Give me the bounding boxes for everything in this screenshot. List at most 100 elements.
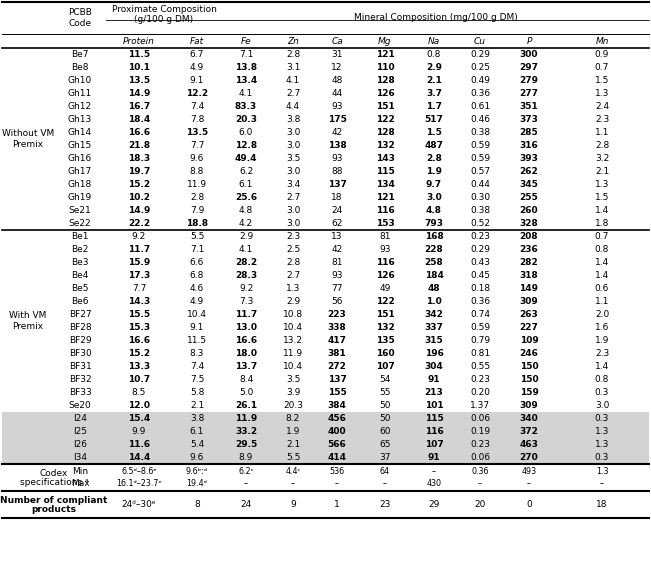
Text: 6.2ᶜ: 6.2ᶜ xyxy=(238,467,254,476)
Text: Max: Max xyxy=(71,479,89,488)
Text: 23: 23 xyxy=(380,500,391,509)
Text: Gh10: Gh10 xyxy=(68,76,92,85)
Text: 0.3: 0.3 xyxy=(595,414,609,423)
Text: Be5: Be5 xyxy=(71,284,89,293)
Text: 263: 263 xyxy=(519,310,538,319)
Text: 0.59: 0.59 xyxy=(470,141,490,150)
Text: 1.4: 1.4 xyxy=(595,206,609,215)
Text: 77: 77 xyxy=(331,284,342,293)
Text: 0.9: 0.9 xyxy=(595,50,609,59)
Text: 0.74: 0.74 xyxy=(470,310,490,319)
Text: 304: 304 xyxy=(424,362,443,371)
Text: 0.59: 0.59 xyxy=(470,323,490,332)
Text: 0.81: 0.81 xyxy=(470,349,490,358)
Text: 0.55: 0.55 xyxy=(470,362,490,371)
Text: 0.8: 0.8 xyxy=(595,245,609,254)
Text: BF31: BF31 xyxy=(68,362,91,371)
Text: 49.4: 49.4 xyxy=(235,154,257,163)
Text: Mg: Mg xyxy=(378,37,392,45)
Text: 101: 101 xyxy=(424,401,443,410)
Text: –: – xyxy=(478,479,482,488)
Text: 13.4: 13.4 xyxy=(235,76,257,85)
Text: 3.8: 3.8 xyxy=(286,115,300,124)
Text: 126: 126 xyxy=(376,271,395,280)
Text: 196: 196 xyxy=(424,349,443,358)
Text: 13: 13 xyxy=(331,232,342,241)
Text: 122: 122 xyxy=(376,115,395,124)
Text: 3.5: 3.5 xyxy=(286,154,300,163)
Text: 2.7: 2.7 xyxy=(286,271,300,280)
Text: 4.8: 4.8 xyxy=(239,206,253,215)
Text: 13.3: 13.3 xyxy=(128,362,150,371)
Text: 7.5: 7.5 xyxy=(190,375,204,384)
Text: 0.7: 0.7 xyxy=(595,63,609,72)
Text: 56: 56 xyxy=(331,297,342,306)
Text: 11.5: 11.5 xyxy=(128,50,150,59)
Text: 126: 126 xyxy=(376,89,395,98)
Text: 9.6: 9.6 xyxy=(190,154,204,163)
Text: 2.9: 2.9 xyxy=(286,297,300,306)
Text: 463: 463 xyxy=(519,440,538,449)
Text: 0.23: 0.23 xyxy=(470,232,490,241)
Text: 24: 24 xyxy=(331,206,342,215)
Text: 24ᵈ–30ᵉ: 24ᵈ–30ᵉ xyxy=(122,500,156,509)
Text: 62: 62 xyxy=(331,219,342,228)
Text: 3.9: 3.9 xyxy=(286,388,300,397)
Text: 260: 260 xyxy=(519,206,538,215)
Text: 1.6: 1.6 xyxy=(595,323,609,332)
Text: 4.9: 4.9 xyxy=(190,297,204,306)
Text: 14.9: 14.9 xyxy=(128,89,150,98)
Text: 134: 134 xyxy=(376,180,395,189)
Text: 1.3: 1.3 xyxy=(595,180,609,189)
Text: 0: 0 xyxy=(526,500,532,509)
Text: 128: 128 xyxy=(376,128,395,137)
Text: 0.46: 0.46 xyxy=(470,115,490,124)
Text: 18: 18 xyxy=(331,193,342,202)
Text: 0.36: 0.36 xyxy=(470,297,490,306)
Text: PCBB
Code: PCBB Code xyxy=(68,8,92,28)
Text: 135: 135 xyxy=(376,336,395,345)
Text: 1.9: 1.9 xyxy=(286,427,300,436)
Text: 566: 566 xyxy=(327,440,346,449)
Text: 246: 246 xyxy=(519,349,538,358)
Text: 2.7: 2.7 xyxy=(286,193,300,202)
Text: 10.4: 10.4 xyxy=(283,323,303,332)
Text: 13.2: 13.2 xyxy=(283,336,303,345)
Text: 11.9: 11.9 xyxy=(187,180,207,189)
Text: 25.6: 25.6 xyxy=(235,193,257,202)
Text: 160: 160 xyxy=(376,349,395,358)
Text: 6.2: 6.2 xyxy=(239,167,253,176)
Text: 1.7: 1.7 xyxy=(426,102,442,111)
Text: Se20: Se20 xyxy=(68,401,91,410)
Text: 121: 121 xyxy=(376,50,395,59)
Text: BF33: BF33 xyxy=(68,388,91,397)
Text: 16.1ᵈ–23.7ᵉ: 16.1ᵈ–23.7ᵉ xyxy=(116,479,162,488)
Text: 15.4: 15.4 xyxy=(128,414,150,423)
Text: 0.3: 0.3 xyxy=(595,453,609,462)
Text: 384: 384 xyxy=(327,401,346,410)
Text: 487: 487 xyxy=(424,141,443,150)
Text: 2.8: 2.8 xyxy=(286,50,300,59)
Text: 8.4: 8.4 xyxy=(239,375,253,384)
Text: 2.7: 2.7 xyxy=(286,89,300,98)
Text: 282: 282 xyxy=(519,258,538,267)
Text: 2.0: 2.0 xyxy=(595,310,609,319)
Text: Zn: Zn xyxy=(287,37,299,45)
Text: 7.7: 7.7 xyxy=(132,284,146,293)
Text: 2.3: 2.3 xyxy=(595,115,609,124)
Text: 107: 107 xyxy=(376,362,395,371)
Text: 13.5: 13.5 xyxy=(128,76,150,85)
Text: 93: 93 xyxy=(380,245,391,254)
Text: BF30: BF30 xyxy=(68,349,91,358)
Text: –: – xyxy=(432,467,436,476)
Text: 309: 309 xyxy=(519,297,538,306)
Text: 0.38: 0.38 xyxy=(470,128,490,137)
Text: 1: 1 xyxy=(334,500,340,509)
Text: 0.8: 0.8 xyxy=(427,50,441,59)
Text: 28.2: 28.2 xyxy=(235,258,257,267)
Text: 6.1: 6.1 xyxy=(239,180,253,189)
Text: 517: 517 xyxy=(424,115,443,124)
Text: 0.3: 0.3 xyxy=(595,388,609,397)
Text: 5.8: 5.8 xyxy=(190,388,204,397)
Text: I25: I25 xyxy=(73,427,87,436)
